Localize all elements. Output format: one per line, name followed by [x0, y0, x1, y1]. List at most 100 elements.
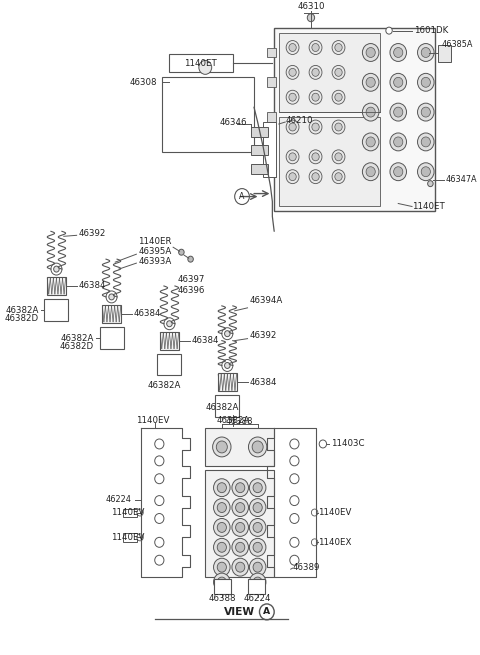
Circle shape	[214, 519, 230, 536]
Circle shape	[289, 173, 296, 181]
Bar	[274, 28, 435, 212]
Circle shape	[428, 181, 433, 187]
Circle shape	[312, 68, 319, 77]
Bar	[102, 305, 121, 323]
Circle shape	[252, 441, 263, 453]
Circle shape	[289, 43, 296, 52]
Circle shape	[335, 43, 342, 52]
Circle shape	[232, 558, 249, 576]
Circle shape	[307, 14, 314, 22]
Circle shape	[390, 163, 407, 181]
Text: A: A	[240, 192, 245, 201]
Circle shape	[366, 107, 375, 117]
Circle shape	[155, 439, 164, 449]
Text: 1140ET: 1140ET	[184, 59, 217, 68]
Circle shape	[332, 41, 345, 54]
Circle shape	[394, 77, 403, 87]
Circle shape	[332, 150, 345, 164]
Circle shape	[164, 318, 175, 329]
Circle shape	[366, 77, 375, 87]
Circle shape	[155, 496, 164, 506]
Circle shape	[290, 496, 299, 506]
Circle shape	[232, 538, 249, 556]
Bar	[249, 579, 265, 594]
Bar	[205, 470, 274, 577]
Circle shape	[289, 68, 296, 77]
Bar	[251, 145, 268, 155]
Circle shape	[286, 150, 299, 164]
Circle shape	[232, 498, 249, 517]
Circle shape	[214, 558, 230, 576]
Bar	[279, 33, 380, 112]
Circle shape	[390, 73, 407, 91]
Text: 46392: 46392	[250, 331, 277, 340]
Circle shape	[253, 577, 262, 587]
Text: 46382D: 46382D	[5, 314, 39, 324]
Circle shape	[290, 439, 299, 449]
Text: 46382A: 46382A	[216, 416, 250, 424]
Bar	[215, 579, 231, 594]
Circle shape	[137, 534, 143, 541]
Circle shape	[418, 133, 434, 151]
Circle shape	[394, 48, 403, 58]
Circle shape	[106, 291, 117, 303]
Bar	[267, 48, 276, 58]
Text: 46382A: 46382A	[147, 381, 180, 390]
Circle shape	[289, 93, 296, 101]
Text: VIEW: VIEW	[224, 607, 255, 617]
Circle shape	[217, 523, 227, 533]
Circle shape	[232, 519, 249, 536]
Bar	[251, 127, 268, 137]
Circle shape	[332, 66, 345, 79]
Bar	[267, 112, 276, 122]
Circle shape	[232, 479, 249, 496]
Text: 46346: 46346	[220, 117, 248, 126]
Circle shape	[312, 509, 318, 516]
Circle shape	[390, 103, 407, 121]
Circle shape	[418, 103, 434, 121]
Circle shape	[309, 120, 322, 134]
Circle shape	[421, 137, 431, 147]
Text: 46224: 46224	[106, 495, 132, 504]
Text: 46384: 46384	[250, 378, 277, 387]
Text: 46397: 46397	[178, 274, 205, 284]
Circle shape	[394, 167, 403, 177]
Text: 46210: 46210	[285, 115, 312, 124]
Circle shape	[312, 93, 319, 101]
Text: 46347A: 46347A	[445, 175, 477, 184]
Circle shape	[236, 523, 245, 533]
Circle shape	[418, 163, 434, 181]
Bar	[122, 508, 137, 517]
Circle shape	[167, 321, 172, 327]
Text: 46384: 46384	[78, 282, 106, 290]
Circle shape	[335, 173, 342, 181]
Circle shape	[286, 90, 299, 104]
Circle shape	[286, 170, 299, 183]
Circle shape	[332, 170, 345, 183]
Text: 1140EX: 1140EX	[318, 538, 352, 547]
Bar	[251, 164, 268, 174]
Circle shape	[260, 604, 274, 620]
Circle shape	[421, 167, 431, 177]
Circle shape	[309, 150, 322, 164]
Circle shape	[214, 573, 230, 591]
Circle shape	[213, 437, 231, 457]
Circle shape	[335, 153, 342, 160]
Circle shape	[253, 483, 262, 493]
Circle shape	[312, 539, 318, 546]
Circle shape	[253, 502, 262, 512]
Circle shape	[362, 73, 379, 91]
Circle shape	[250, 519, 266, 536]
Text: 46393A: 46393A	[138, 257, 171, 266]
Circle shape	[366, 137, 375, 147]
Circle shape	[309, 41, 322, 54]
Circle shape	[253, 562, 262, 572]
Bar	[45, 299, 68, 321]
Text: 46382A: 46382A	[61, 334, 94, 343]
Text: 1140EV: 1140EV	[110, 533, 144, 542]
Circle shape	[286, 41, 299, 54]
Circle shape	[217, 577, 227, 587]
Bar	[279, 117, 380, 206]
Text: 46382D: 46382D	[60, 342, 94, 351]
Circle shape	[335, 93, 342, 101]
